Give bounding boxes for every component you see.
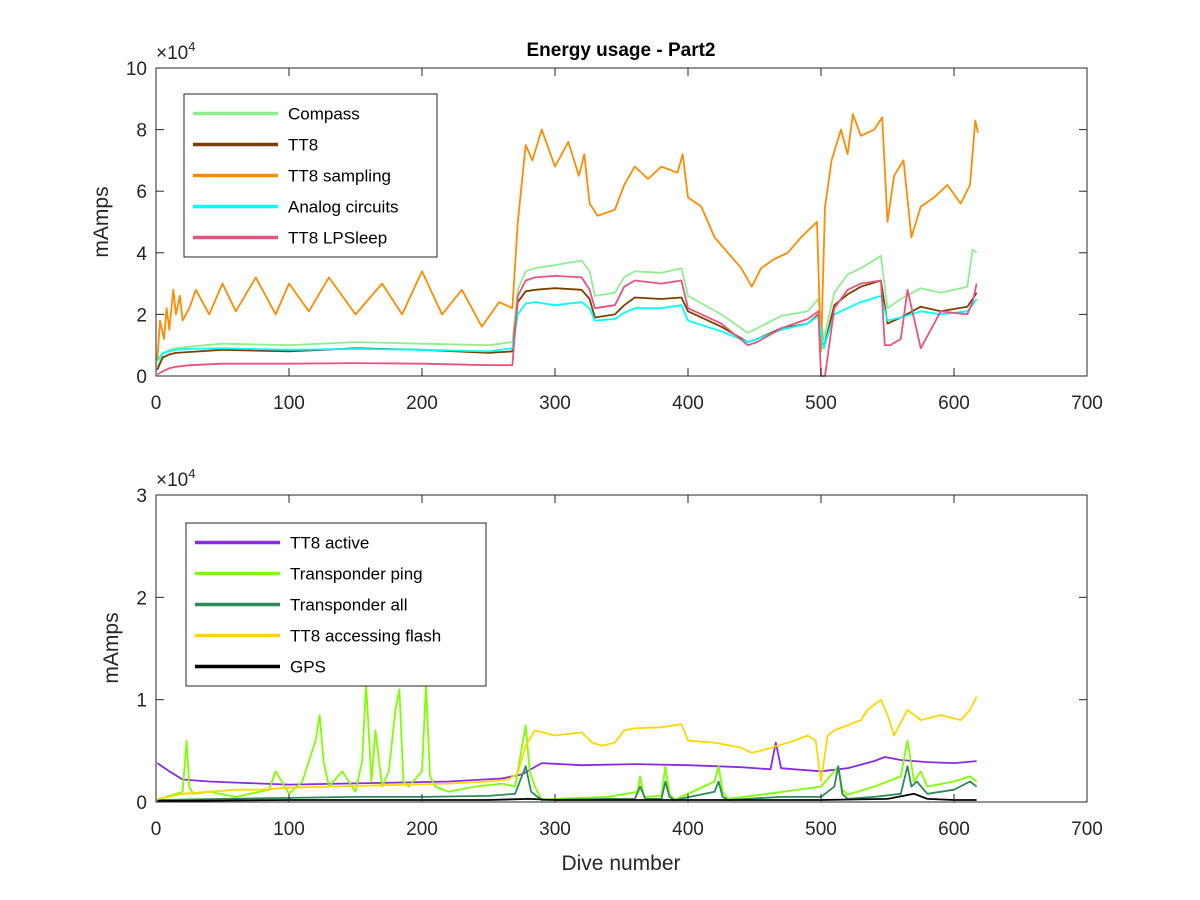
bottom-y-tick-label: 3 bbox=[136, 486, 147, 507]
top-series-line-3 bbox=[156, 113, 979, 361]
top-y-tick-label: 6 bbox=[136, 182, 147, 203]
top-legend-label-1: Compass bbox=[288, 105, 360, 124]
bottom-x-tick-label: 300 bbox=[539, 819, 571, 840]
bottom-y-tick-label: 2 bbox=[136, 588, 147, 609]
top-x-tick-label: 100 bbox=[273, 393, 305, 414]
bottom-ticks-layer: 0 100 200 300 400 500 600 700 0 1 2 3 bbox=[136, 486, 1102, 840]
bottom-series-line-5 bbox=[157, 792, 977, 802]
top-x-tick-label: 200 bbox=[406, 393, 438, 414]
top-legend-label-5: TT8 LPSleep bbox=[288, 229, 387, 248]
top-axes-box bbox=[155, 67, 1088, 377]
bottom-series-line-4 bbox=[157, 696, 978, 800]
bottom-series-line-3 bbox=[157, 765, 978, 801]
bottom-exponent-label: ×104 bbox=[156, 466, 195, 491]
bottom-legend-label-4: TT8 accessing flash bbox=[290, 627, 441, 646]
top-x-tick-label: 0 bbox=[151, 393, 162, 414]
bottom-y-tick-label: 0 bbox=[136, 793, 147, 814]
top-x-tick-label: 600 bbox=[938, 393, 970, 414]
bottom-x-tick-label: 600 bbox=[938, 819, 970, 840]
bottom-series-line-1 bbox=[156, 741, 977, 786]
top-legend-label-2: TT8 bbox=[288, 136, 318, 155]
top-y-tick-label: 4 bbox=[136, 244, 147, 265]
bottom-legend-label-3: Transponder all bbox=[290, 596, 408, 615]
top-exponent-label: ×104 bbox=[156, 39, 195, 64]
bottom-legend-label-5: GPS bbox=[290, 658, 326, 677]
top-y-tick-label: 8 bbox=[136, 121, 147, 142]
bottom-x-tick-label: 500 bbox=[805, 819, 837, 840]
bottom-x-tick-label: 0 bbox=[151, 819, 162, 840]
top-legend: Compass TT8 TT8 sampling Analog circuits TT8… bbox=[183, 93, 438, 258]
bottom-axes-box bbox=[155, 494, 1088, 803]
top-y-tick-label: 2 bbox=[136, 305, 147, 326]
top-y-tick-label: 0 bbox=[136, 367, 147, 388]
top-series-line-5 bbox=[156, 274, 978, 377]
top-y-tick-label: 10 bbox=[126, 59, 147, 80]
top-x-tick-label: 300 bbox=[539, 393, 571, 414]
bottom-series-layer bbox=[156, 683, 978, 802]
bottom-y-tick-label: 1 bbox=[136, 691, 147, 712]
top-x-tick-label: 500 bbox=[805, 393, 837, 414]
bottom-legend-label-2: Transponder ping bbox=[290, 565, 423, 584]
bottom-legend-label-1: TT8 active bbox=[290, 534, 369, 553]
top-y-axis-label: mAmps bbox=[90, 186, 113, 257]
bottom-y-axis-label: mAmps bbox=[100, 612, 123, 683]
top-x-tick-label: 700 bbox=[1071, 393, 1103, 414]
top-subplot: 0 100 200 300 400 500 600 700 0 2 4 6 8 10 ×104 mAmps… bbox=[90, 39, 1103, 414]
bottom-legend: TT8 active Transponder ping Transponder al… bbox=[185, 522, 487, 687]
top-legend-label-3: TT8 sampling bbox=[288, 167, 391, 186]
bottom-x-tick-label: 400 bbox=[672, 819, 704, 840]
bottom-x-axis-label: Dive number bbox=[561, 852, 680, 875]
top-legend-label-4: Analog circuits bbox=[288, 198, 399, 217]
bottom-x-tick-label: 700 bbox=[1071, 819, 1103, 840]
bottom-x-tick-label: 200 bbox=[406, 819, 438, 840]
bottom-subplot: 0 100 200 300 400 500 600 700 0 1 2 3 ×104 mAmps Di… bbox=[100, 466, 1103, 875]
top-x-tick-label: 400 bbox=[672, 393, 704, 414]
top-series-line-1 bbox=[156, 248, 978, 368]
top-ticks-layer: 0 100 200 300 400 500 600 700 0 2 4 6 8 10 bbox=[126, 59, 1103, 414]
bottom-x-tick-label: 100 bbox=[273, 819, 305, 840]
figure-title: Energy usage - Part2 bbox=[526, 40, 715, 61]
top-series-layer bbox=[156, 113, 979, 377]
